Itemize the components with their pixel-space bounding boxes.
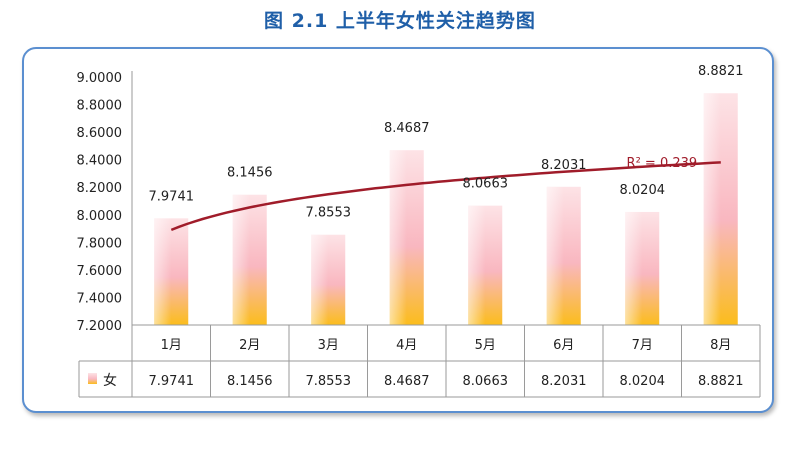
bars [154,93,738,325]
table-cell-value: 7.8553 [306,374,352,389]
y-tick-label: 9.0000 [77,71,123,86]
category-label: 1月 [161,338,182,353]
category-label: 3月 [318,338,339,353]
y-tick-label: 8.8000 [77,99,123,114]
y-tick-label: 8.4000 [77,154,123,169]
bar-highlight [468,205,486,325]
chart-frame: 9.0000 8.8000 8.6000 8.4000 8.2000 8.0000 7.80… [22,47,774,413]
data-label: 8.4687 [384,121,430,136]
legend-swatch [88,373,97,384]
data-label: 8.0204 [620,183,666,198]
bar-highlight [311,234,329,325]
y-tick-label: 7.2000 [77,319,123,334]
y-tick-label: 8.6000 [77,126,123,141]
bar-highlight [625,211,643,325]
bar-highlight [546,186,564,325]
category-label: 4月 [396,338,417,353]
category-label: 7月 [632,338,653,353]
bar-highlight [232,194,250,325]
category-label: 8月 [710,338,731,353]
y-tick-label: 7.4000 [77,291,123,306]
data-label: 8.1456 [227,166,273,181]
trend-line [170,161,721,232]
table-cell-value: 8.2031 [541,374,587,389]
table-cell-value: 8.8821 [698,374,744,389]
data-label: 7.9741 [149,189,195,204]
table-cell-value: 8.1456 [227,374,273,389]
bar-highlight [154,218,172,325]
category-label: 5月 [475,338,496,353]
legend-label: 女 [103,372,117,389]
y-tick-label: 8.0000 [77,209,123,224]
data-labels: 7.9741 8.1456 7.8553 8.4687 8.0663 8.2031 8.02… [149,64,744,220]
y-axis: 9.0000 8.8000 8.6000 8.4000 8.2000 8.0000 7.80… [77,71,123,334]
r-squared-label: R² = 0.239 [627,156,698,171]
data-label: 7.8553 [306,206,352,221]
y-tick-label: 7.8000 [77,236,123,251]
chart-svg: 9.0000 8.8000 8.6000 8.4000 8.2000 8.0000 7.80… [77,64,761,398]
table-cell-value: 8.0204 [620,374,666,389]
bar-highlight [703,93,721,325]
bar-highlight [389,150,407,325]
table-cell-value: 7.9741 [149,374,195,389]
y-tick-label: 7.6000 [77,264,123,279]
category-label: 2月 [239,338,260,353]
data-label: 8.2031 [541,158,587,173]
chart-title: 图 2.1 上半年女性关注趋势图 [264,10,536,32]
trendline: R² = 0.239 [170,156,721,232]
category-label: 6月 [553,338,574,353]
data-label: 8.8821 [698,64,744,79]
table-cell-value: 8.0663 [463,374,509,389]
data-table: 1月 7.9741 2月 8.1456 3月 7.8553 4月 8.4687 5月 8.0663… [78,71,761,398]
y-tick-label: 8.2000 [77,181,123,196]
table-cell-value: 8.4687 [384,374,430,389]
data-label: 8.0663 [463,177,509,192]
